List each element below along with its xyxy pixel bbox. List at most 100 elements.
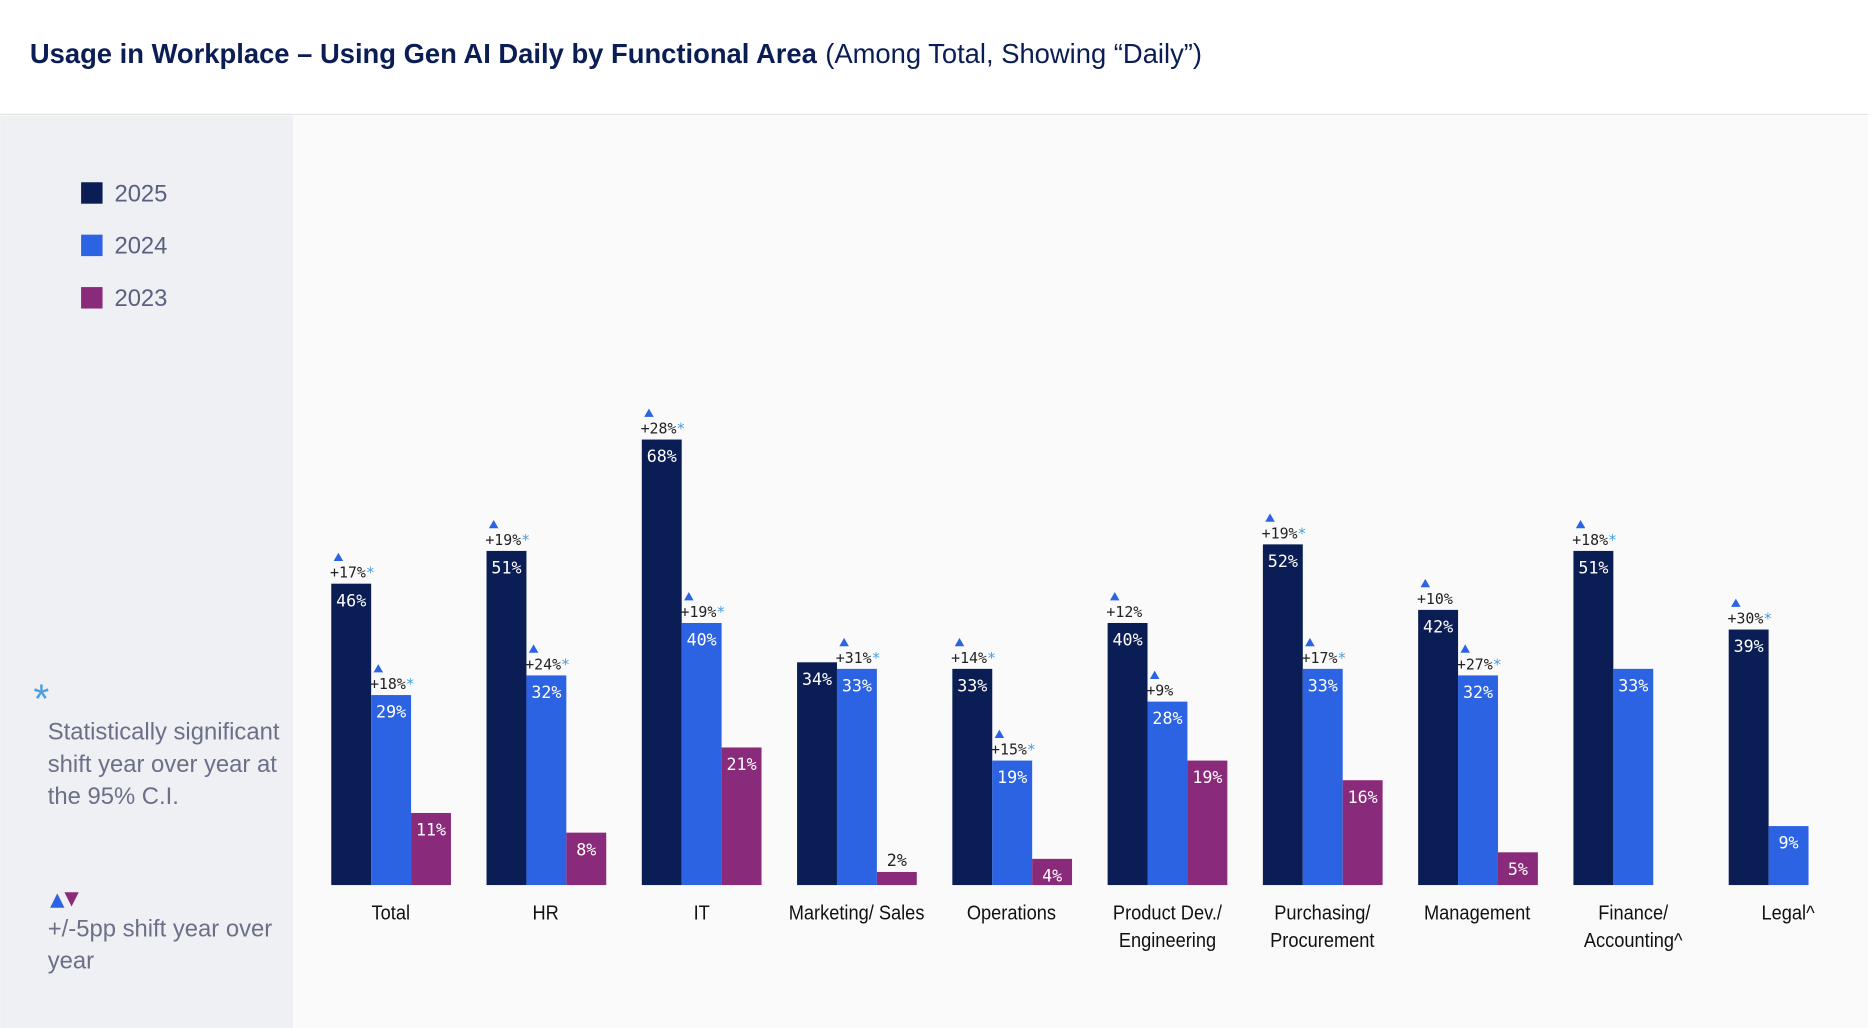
sig-star: * bbox=[366, 564, 375, 582]
sig-note: Statistically significant shift year ove… bbox=[47, 719, 280, 811]
x-tick-label: Finance/ Accounting^ bbox=[1583, 901, 1683, 952]
shift-label: +17%* bbox=[1302, 649, 1347, 667]
shift-value: +18% bbox=[1572, 531, 1608, 549]
x-label-box: Purchasing/ Procurement bbox=[1270, 902, 1374, 952]
value-label: 51% bbox=[1578, 559, 1608, 578]
bar bbox=[1497, 852, 1538, 886]
value-label: 32% bbox=[531, 683, 561, 702]
x-label-box: Operations bbox=[967, 901, 1057, 925]
shift-triangle bbox=[1149, 670, 1160, 679]
sig-star: * bbox=[716, 603, 725, 621]
shift-note: +/-5pp shift year over year bbox=[47, 916, 273, 975]
value-label: 2% bbox=[887, 851, 907, 870]
x-label-box: HR bbox=[533, 902, 559, 925]
shift-label: +19%* bbox=[1262, 524, 1307, 542]
shift-value: +15% bbox=[991, 741, 1027, 759]
bar bbox=[1187, 760, 1228, 886]
value-label: 19% bbox=[1192, 768, 1222, 787]
bar bbox=[1768, 826, 1809, 886]
shift-triangle bbox=[1265, 513, 1275, 522]
bar bbox=[1302, 668, 1343, 886]
value-label: 40% bbox=[1113, 631, 1143, 650]
value-label: 5% bbox=[1508, 860, 1528, 879]
sig-star: * bbox=[987, 649, 996, 667]
shift-triangle bbox=[528, 644, 539, 653]
bar bbox=[1573, 550, 1614, 886]
title-line: Usage in Workplace – Using Gen AI Daily … bbox=[30, 38, 1202, 69]
x-tick-label: Marketing/ Sales bbox=[788, 901, 925, 925]
bar bbox=[1032, 858, 1073, 886]
sig-symbol: * bbox=[33, 675, 49, 721]
value-label: 40% bbox=[687, 631, 717, 650]
bar bbox=[1147, 701, 1188, 886]
shift-triangle bbox=[1575, 519, 1586, 529]
value-label: 16% bbox=[1348, 788, 1378, 807]
bar bbox=[566, 832, 607, 886]
bar bbox=[1262, 544, 1303, 886]
shift-value: +18% bbox=[370, 675, 406, 693]
sig-note-box: Statistically significant shift year ove… bbox=[47, 719, 280, 811]
shift-triangle bbox=[839, 637, 849, 647]
shift-label: +18%* bbox=[1572, 531, 1617, 549]
value-label: 39% bbox=[1734, 637, 1764, 656]
legend-panel bbox=[0, 115, 294, 1028]
sig-star: * bbox=[1493, 655, 1502, 673]
sig-star: * bbox=[1763, 610, 1772, 628]
bar bbox=[1458, 675, 1498, 886]
x-tick-label: Total bbox=[371, 901, 411, 925]
value-label: 42% bbox=[1423, 618, 1453, 637]
value-label: 8% bbox=[576, 840, 596, 859]
x-tick-label: Operations bbox=[967, 901, 1057, 925]
bar bbox=[486, 550, 527, 886]
shift-label: +10% bbox=[1417, 590, 1453, 608]
plot-bg bbox=[293, 115, 1868, 1028]
x-label-box: Product Dev./ Engineering bbox=[1112, 901, 1222, 952]
value-label: 32% bbox=[1463, 683, 1493, 702]
shift-label: +24%* bbox=[525, 655, 570, 673]
shift-value: +27% bbox=[1457, 655, 1493, 673]
value-label: 33% bbox=[1308, 676, 1338, 695]
sig-star: * bbox=[561, 655, 570, 673]
shift-triangle bbox=[1460, 644, 1470, 653]
shift-label: +19%* bbox=[681, 603, 726, 621]
value-label: 52% bbox=[1268, 552, 1298, 571]
shift-value: +24% bbox=[525, 655, 561, 673]
value-label: 33% bbox=[957, 676, 987, 695]
shift-label: +12% bbox=[1106, 603, 1142, 621]
x-tick-label: Legal^ bbox=[1761, 901, 1815, 925]
x-label-box: Marketing/ Sales bbox=[788, 901, 925, 925]
bar bbox=[836, 668, 877, 886]
value-label: 33% bbox=[1618, 676, 1648, 695]
shift-label: +17%* bbox=[330, 564, 375, 582]
chart-subtitle: (Among Total, Showing “Daily”) bbox=[825, 38, 1202, 69]
value-label: 33% bbox=[842, 676, 872, 695]
shift-value: +17% bbox=[330, 564, 366, 582]
shift-triangle bbox=[954, 637, 965, 647]
sig-star: * bbox=[872, 649, 881, 667]
value-label: 21% bbox=[727, 755, 757, 774]
shift-value: +10% bbox=[1417, 590, 1453, 608]
value-label: 11% bbox=[416, 821, 446, 840]
shift-label: +31%* bbox=[836, 649, 881, 667]
value-label: 51% bbox=[491, 559, 521, 578]
shift-value: +9% bbox=[1146, 682, 1173, 700]
bar bbox=[641, 439, 682, 886]
shift-value: +19% bbox=[681, 603, 717, 621]
x-tick-label: Management bbox=[1424, 901, 1531, 925]
shift-value: +19% bbox=[485, 531, 521, 549]
x-label-box: Management bbox=[1424, 901, 1531, 925]
value-label: 34% bbox=[802, 670, 832, 689]
sig-star: * bbox=[521, 531, 530, 549]
sig-star: * bbox=[1298, 524, 1307, 542]
down-triangle-icon bbox=[64, 892, 79, 907]
shift-triangle bbox=[644, 408, 654, 417]
x-label-box: Total bbox=[371, 901, 411, 925]
bar bbox=[952, 668, 993, 886]
x-tick-label: IT bbox=[693, 901, 710, 925]
legend-swatch bbox=[81, 182, 103, 204]
legend-swatch bbox=[81, 287, 103, 309]
shift-triangle bbox=[1109, 592, 1120, 601]
x-tick-label: Product Dev./ Engineering bbox=[1112, 901, 1222, 952]
